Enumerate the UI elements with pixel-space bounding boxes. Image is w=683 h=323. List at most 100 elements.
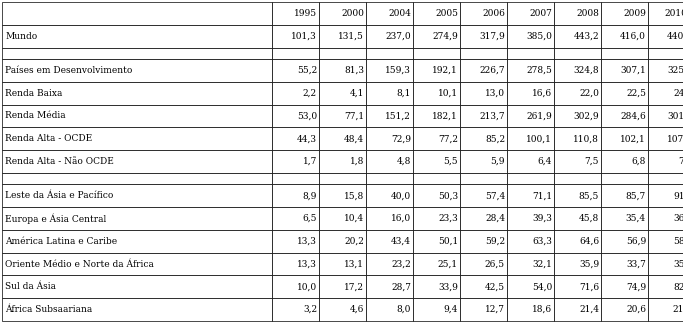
Text: 72,9: 72,9 <box>391 134 411 143</box>
Text: 2010e: 2010e <box>665 9 683 18</box>
Bar <box>507 2 554 25</box>
Text: 16,0: 16,0 <box>391 214 411 223</box>
Bar <box>554 59 601 82</box>
Text: 48,4: 48,4 <box>344 134 364 143</box>
Bar <box>2 230 272 253</box>
Text: 85,5: 85,5 <box>579 191 599 200</box>
Text: 45,8: 45,8 <box>579 214 599 223</box>
Bar <box>554 25 601 47</box>
Text: 53,0: 53,0 <box>297 111 317 120</box>
Bar <box>413 2 460 25</box>
Text: 54,0: 54,0 <box>532 282 552 291</box>
Bar <box>507 276 554 298</box>
Bar <box>460 230 507 253</box>
Text: 416,0: 416,0 <box>620 32 646 41</box>
Text: Mundo: Mundo <box>5 32 38 41</box>
Bar <box>460 173 507 184</box>
Bar <box>507 253 554 276</box>
Text: 8,1: 8,1 <box>397 89 411 98</box>
Bar <box>648 105 683 127</box>
Text: 8,0: 8,0 <box>397 305 411 314</box>
Text: 440,1: 440,1 <box>667 32 683 41</box>
Bar <box>413 173 460 184</box>
Text: 102,1: 102,1 <box>620 134 646 143</box>
Bar <box>272 2 319 25</box>
Text: 23,3: 23,3 <box>438 214 458 223</box>
Text: 39,3: 39,3 <box>532 214 552 223</box>
Bar <box>319 276 366 298</box>
Bar <box>2 59 272 82</box>
Bar <box>460 253 507 276</box>
Text: 10,4: 10,4 <box>344 214 364 223</box>
Bar <box>2 276 272 298</box>
Bar <box>272 82 319 105</box>
Text: 64,6: 64,6 <box>579 237 599 246</box>
Bar <box>272 127 319 150</box>
Text: 1,8: 1,8 <box>350 157 364 166</box>
Text: 2009: 2009 <box>623 9 646 18</box>
Text: Oriente Médio e Norte da África: Oriente Médio e Norte da África <box>5 260 154 268</box>
Text: Leste da Ásia e Pacífico: Leste da Ásia e Pacífico <box>5 191 113 200</box>
Text: 35,4: 35,4 <box>626 214 646 223</box>
Bar <box>601 184 648 207</box>
Text: Europa e Ásia Central: Europa e Ásia Central <box>5 213 107 224</box>
Bar <box>601 207 648 230</box>
Bar <box>319 207 366 230</box>
Text: Países em Desenvolvimento: Países em Desenvolvimento <box>5 66 133 75</box>
Text: 58,1: 58,1 <box>673 237 683 246</box>
Bar <box>413 230 460 253</box>
Bar <box>460 105 507 127</box>
Bar <box>460 47 507 59</box>
Bar <box>648 2 683 25</box>
Text: 40,0: 40,0 <box>391 191 411 200</box>
Text: América Latina e Caribe: América Latina e Caribe <box>5 237 117 246</box>
Bar <box>601 173 648 184</box>
Bar <box>319 2 366 25</box>
Bar <box>507 105 554 127</box>
Bar <box>413 298 460 321</box>
Text: 13,1: 13,1 <box>344 260 364 268</box>
Text: 4,6: 4,6 <box>350 305 364 314</box>
Bar <box>648 298 683 321</box>
Text: 20,6: 20,6 <box>626 305 646 314</box>
Text: 21,5: 21,5 <box>673 305 683 314</box>
Text: 71,6: 71,6 <box>579 282 599 291</box>
Bar <box>319 230 366 253</box>
Bar <box>460 127 507 150</box>
Bar <box>366 127 413 150</box>
Text: 443,2: 443,2 <box>573 32 599 41</box>
Bar <box>366 298 413 321</box>
Bar <box>272 59 319 82</box>
Bar <box>601 150 648 173</box>
Text: 33,7: 33,7 <box>626 260 646 268</box>
Bar <box>460 82 507 105</box>
Bar <box>319 298 366 321</box>
Bar <box>601 25 648 47</box>
Text: 226,7: 226,7 <box>479 66 505 75</box>
Text: 50,3: 50,3 <box>438 191 458 200</box>
Text: 22,0: 22,0 <box>579 89 599 98</box>
Bar <box>601 105 648 127</box>
Text: 237,0: 237,0 <box>385 32 411 41</box>
Bar <box>507 127 554 150</box>
Bar <box>507 298 554 321</box>
Bar <box>554 150 601 173</box>
Text: 4,8: 4,8 <box>397 157 411 166</box>
Bar <box>319 47 366 59</box>
Bar <box>366 184 413 207</box>
Bar <box>413 184 460 207</box>
Text: 17,2: 17,2 <box>344 282 364 291</box>
Text: 324,8: 324,8 <box>573 66 599 75</box>
Text: 13,0: 13,0 <box>485 89 505 98</box>
Bar <box>272 184 319 207</box>
Text: 10,1: 10,1 <box>438 89 458 98</box>
Text: 213,7: 213,7 <box>479 111 505 120</box>
Bar <box>554 82 601 105</box>
Text: 81,3: 81,3 <box>344 66 364 75</box>
Bar <box>272 207 319 230</box>
Text: 77,1: 77,1 <box>344 111 364 120</box>
Bar <box>460 207 507 230</box>
Bar <box>366 253 413 276</box>
Bar <box>601 276 648 298</box>
Bar <box>648 127 683 150</box>
